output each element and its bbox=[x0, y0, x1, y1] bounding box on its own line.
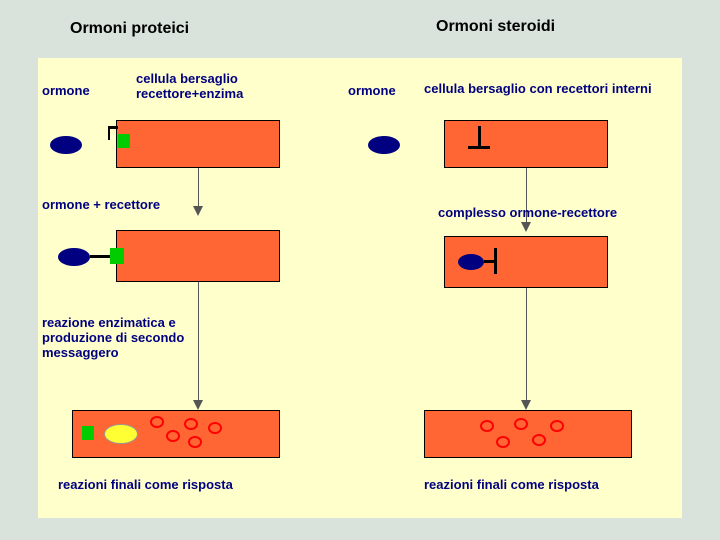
messenger-icon bbox=[184, 418, 198, 430]
messenger-icon bbox=[514, 418, 528, 430]
receptor-stem bbox=[468, 146, 490, 149]
text: reazione enzimatica e bbox=[42, 315, 176, 330]
receptor-icon bbox=[118, 134, 130, 148]
receptor-icon bbox=[82, 426, 94, 440]
diagram-area: ormone cellula bersaglio recettore+enzim… bbox=[38, 58, 682, 518]
arrow-head bbox=[521, 400, 531, 410]
receptor-stem bbox=[478, 126, 481, 148]
hormone-icon bbox=[58, 248, 90, 266]
right-cell1-label: cellula bersaglio con recettori interni bbox=[424, 82, 652, 97]
hormone-icon bbox=[458, 254, 484, 270]
right-cell-3 bbox=[424, 410, 632, 458]
text: cellula bersaglio bbox=[136, 71, 238, 86]
hormone-icon bbox=[50, 136, 82, 154]
text: messaggero bbox=[42, 345, 119, 360]
messenger-icon bbox=[150, 416, 164, 428]
messenger-icon bbox=[532, 434, 546, 446]
title-right: Ormoni steroidi bbox=[436, 18, 555, 36]
right-ormone-label: ormone bbox=[348, 84, 396, 99]
receptor-stem bbox=[108, 126, 110, 140]
messenger-icon bbox=[188, 436, 202, 448]
messenger-icon bbox=[496, 436, 510, 448]
messenger-icon bbox=[550, 420, 564, 432]
text: produzione di secondo bbox=[42, 330, 184, 345]
receptor-stem bbox=[494, 248, 497, 274]
left-step3-label: reazione enzimatica e produzione di seco… bbox=[42, 316, 184, 361]
right-step2-label: complesso ormone-recettore bbox=[438, 206, 617, 221]
text: recettore+enzima bbox=[136, 86, 243, 101]
messenger-icon bbox=[480, 420, 494, 432]
left-cell1-label: cellula bersaglio recettore+enzima bbox=[136, 72, 243, 102]
arrow-head bbox=[193, 400, 203, 410]
messenger-icon bbox=[166, 430, 180, 442]
title-left: Ormoni proteici bbox=[70, 20, 189, 38]
left-cell-1 bbox=[116, 120, 280, 168]
messenger-icon bbox=[208, 422, 222, 434]
arrow bbox=[198, 282, 199, 402]
left-cell-2 bbox=[116, 230, 280, 282]
arrow bbox=[526, 288, 527, 402]
arrow bbox=[198, 168, 199, 208]
arrow-head bbox=[521, 222, 531, 232]
left-ormone-label: ormone bbox=[42, 84, 90, 99]
receptor-icon bbox=[110, 248, 124, 264]
hormone-icon bbox=[368, 136, 400, 154]
receptor-stem bbox=[90, 255, 110, 258]
enzyme-icon bbox=[104, 424, 138, 444]
left-step2-label: ormone + recettore bbox=[42, 198, 160, 213]
right-cell-1 bbox=[444, 120, 608, 168]
receptor-stem bbox=[110, 126, 118, 129]
right-final-label: reazioni finali come risposta bbox=[424, 478, 599, 493]
left-final-label: reazioni finali come risposta bbox=[58, 478, 233, 493]
arrow-head bbox=[193, 206, 203, 216]
